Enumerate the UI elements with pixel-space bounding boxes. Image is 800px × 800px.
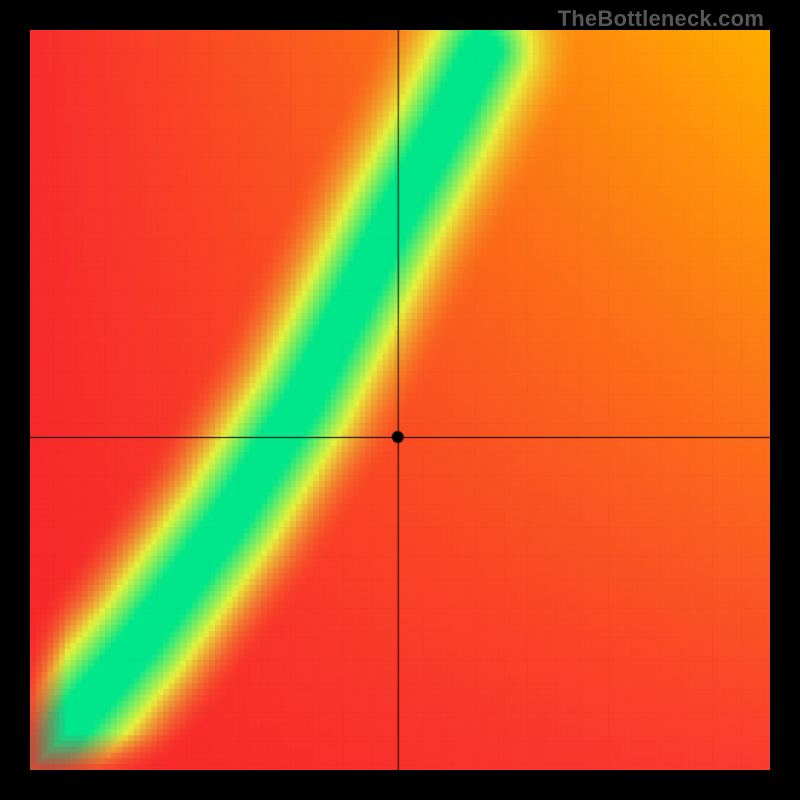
heatmap-wrap (30, 30, 770, 770)
bottleneck-heatmap (30, 30, 770, 770)
watermark-text: TheBottleneck.com (558, 6, 764, 32)
chart-container: TheBottleneck.com (0, 0, 800, 800)
